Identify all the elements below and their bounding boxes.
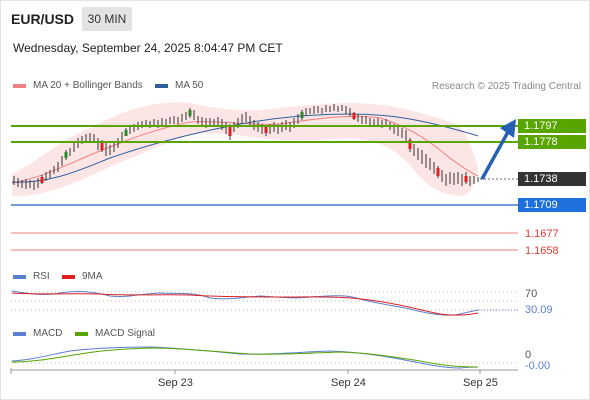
rsi-ma-swatch (62, 275, 75, 279)
macd-value: -0.00 (525, 360, 551, 372)
symbol-title: EUR/USD (11, 11, 75, 27)
macd-signal-swatch (75, 332, 88, 336)
macd-zero: 0 (525, 349, 532, 361)
x-label-sep23: Sep 23 (158, 377, 193, 389)
legend-rsi: RSI (33, 271, 50, 282)
timestamp: Wednesday, September 24, 2025 8:04:47 PM… (13, 41, 283, 55)
ma50-swatch (155, 84, 168, 88)
last-price-label: 1.1738 (518, 172, 586, 186)
legend-macd-signal: MACD Signal (95, 328, 156, 339)
ma50-line (11, 113, 479, 183)
macd-swatch (13, 332, 26, 336)
ma20-swatch (13, 84, 26, 88)
legend-rsi-ma: 9MA (82, 271, 103, 282)
research-credit: Research © 2025 Trading Central (431, 81, 581, 92)
bollinger-band (12, 102, 478, 197)
macd-signal-line (11, 347, 479, 368)
rsi-value: 30.09 (525, 304, 553, 316)
ma20-line (11, 115, 479, 184)
support-2-label: 1.1658 (525, 245, 559, 257)
legend-ma50: MA 50 (175, 80, 204, 91)
support-1-label: 1.1677 (525, 228, 559, 240)
resistance-2-label: 1.1797 (518, 119, 586, 133)
macd-line (11, 346, 479, 369)
resistance-1-label: 1.1778 (518, 135, 586, 149)
rsi-ma-line (11, 292, 479, 316)
x-label-sep24: Sep 24 (331, 377, 366, 389)
rsi-line (11, 290, 479, 316)
rsi-swatch (13, 275, 26, 279)
legend-macd: MACD (33, 328, 63, 339)
legend-ma20: MA 20 + Bollinger Bands (33, 80, 143, 91)
projection-arrow (480, 131, 510, 180)
arrow-head-icon (500, 119, 516, 138)
pivot-label: 1.1709 (518, 198, 586, 212)
rsi-level-70: 70 (525, 288, 538, 300)
candle-bodies (40, 110, 468, 183)
x-label-sep25: Sep 25 (463, 377, 498, 389)
timeframe-button[interactable]: 30 MIN (82, 7, 132, 31)
